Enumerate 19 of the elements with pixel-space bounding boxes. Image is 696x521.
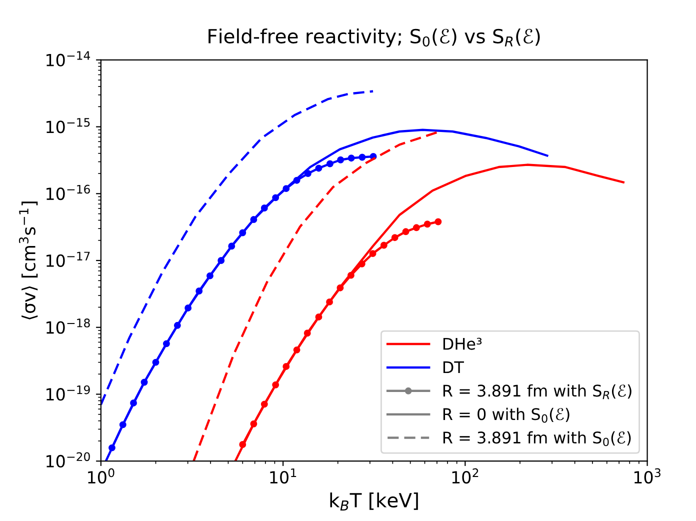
y-axis-title: ⟨σv⟩ [cm$^{3}$s$^{−1}$] <box>18 202 38 320</box>
legend-label: R = 3.891 fm with S$_{R}$(ℰ) <box>443 384 632 400</box>
x-tick-label: 10$^{2}$ <box>452 468 478 484</box>
x-tick-label: 10$^{3}$ <box>634 468 660 484</box>
x-tick-label: 10$^{0}$ <box>88 468 114 484</box>
x-axis-title: k$_{B}$T [keV] <box>330 492 418 510</box>
y-tick-label: 10$^{−16}$ <box>46 184 90 200</box>
legend-label: R = 0 with S$_{0}$(ℰ) <box>443 408 570 423</box>
y-tick-label: 10$^{−20}$ <box>46 452 90 468</box>
legend-label: DT <box>443 361 464 374</box>
y-tick-label: 10$^{−18}$ <box>46 318 90 334</box>
y-tick-label: 10$^{−14}$ <box>46 51 90 66</box>
y-tick-label: 10$^{−19}$ <box>46 385 90 401</box>
legend-label: R = 3.891 fm with S$_{0}$(ℰ) <box>443 431 631 446</box>
y-tick-label: 10$^{−17}$ <box>46 252 90 267</box>
chart-title: Field-free reactivity; S$_{0}$(ℰ) vs S$_{R}$(ℰ) <box>208 28 540 48</box>
y-tick-label: 10$^{−15}$ <box>46 118 90 134</box>
x-tick-label: 10$^{1}$ <box>270 468 296 484</box>
legend-label: DHe³ <box>443 338 482 350</box>
